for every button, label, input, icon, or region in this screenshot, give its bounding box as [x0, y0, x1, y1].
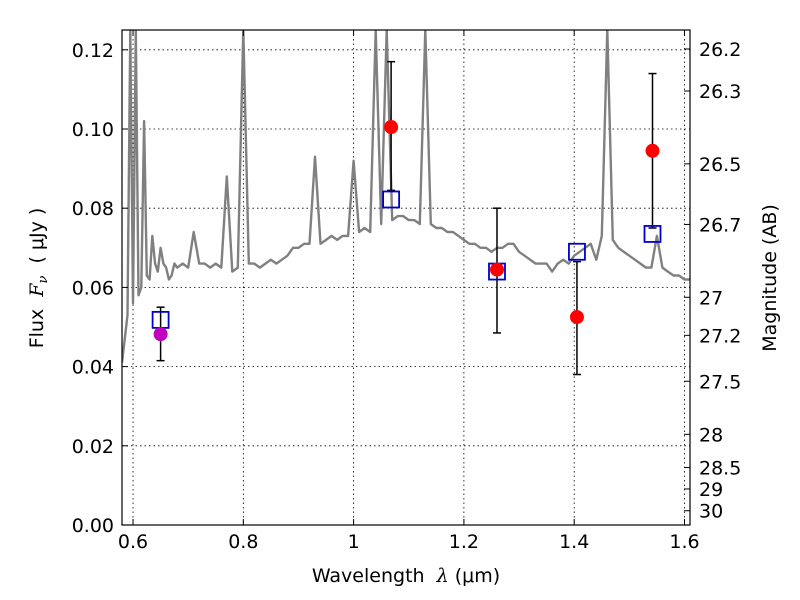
observed-point	[569, 310, 584, 325]
x-tick-label: 1.2	[449, 531, 479, 553]
y-tick-label: 0.10	[72, 119, 114, 141]
x-axis-title: Wavelength λ (μm)	[312, 565, 500, 587]
y2-tick-label: 30	[699, 501, 723, 523]
y-tick-label: 0.02	[72, 436, 114, 458]
spectrum-line	[122, 30, 690, 363]
x-tick-label: 1.4	[559, 531, 589, 553]
observed-point	[153, 327, 168, 342]
y-tick-label: 0.06	[72, 277, 114, 299]
ticks-layer: 0.6 0.8 1 1.2 1.4 1.6 0.00 0.02 0.04 0.06 0.08 0.10…	[72, 30, 741, 553]
y-tick-label: 0.12	[72, 40, 114, 62]
y2-tick-label: 27.2	[699, 325, 741, 347]
plot-background	[122, 30, 690, 525]
plot-frame	[121, 29, 691, 526]
y-tick-label: 0.08	[72, 198, 114, 220]
y2-tick-label: 29	[699, 479, 723, 501]
grid	[122, 30, 690, 526]
y2-tick-label: 27	[699, 287, 723, 309]
y2-axis-title: Magnitude (AB)	[759, 204, 781, 352]
observed-point	[489, 262, 504, 277]
y-tick-label: 0.00	[72, 515, 114, 537]
y2-tick-label: 26.2	[699, 39, 741, 61]
x-tick-label: 0.6	[118, 531, 148, 553]
y2-tick-label: 26.5	[699, 154, 741, 176]
y2-tick-label: 26.3	[699, 81, 741, 103]
y2-tick-label: 28	[699, 424, 723, 446]
model-square	[643, 225, 662, 243]
y2-tick-label: 26.7	[699, 214, 741, 236]
y2-tick-label: 27.5	[699, 371, 741, 393]
x-tick-label: 1.6	[669, 531, 699, 553]
observed-point	[645, 143, 660, 158]
spectrum-layer	[122, 30, 690, 363]
x-tick-label: 0.8	[228, 531, 258, 553]
y2-tick-label: 28.5	[699, 458, 741, 480]
y-axis-title: Flux Fν ( μJy )	[26, 208, 51, 349]
x-tick-label: 1	[348, 531, 360, 553]
y-tick-label: 0.04	[72, 357, 114, 379]
observed-point	[384, 120, 399, 135]
model-square	[382, 190, 401, 209]
model-square	[568, 242, 586, 261]
points-layer	[151, 60, 662, 376]
